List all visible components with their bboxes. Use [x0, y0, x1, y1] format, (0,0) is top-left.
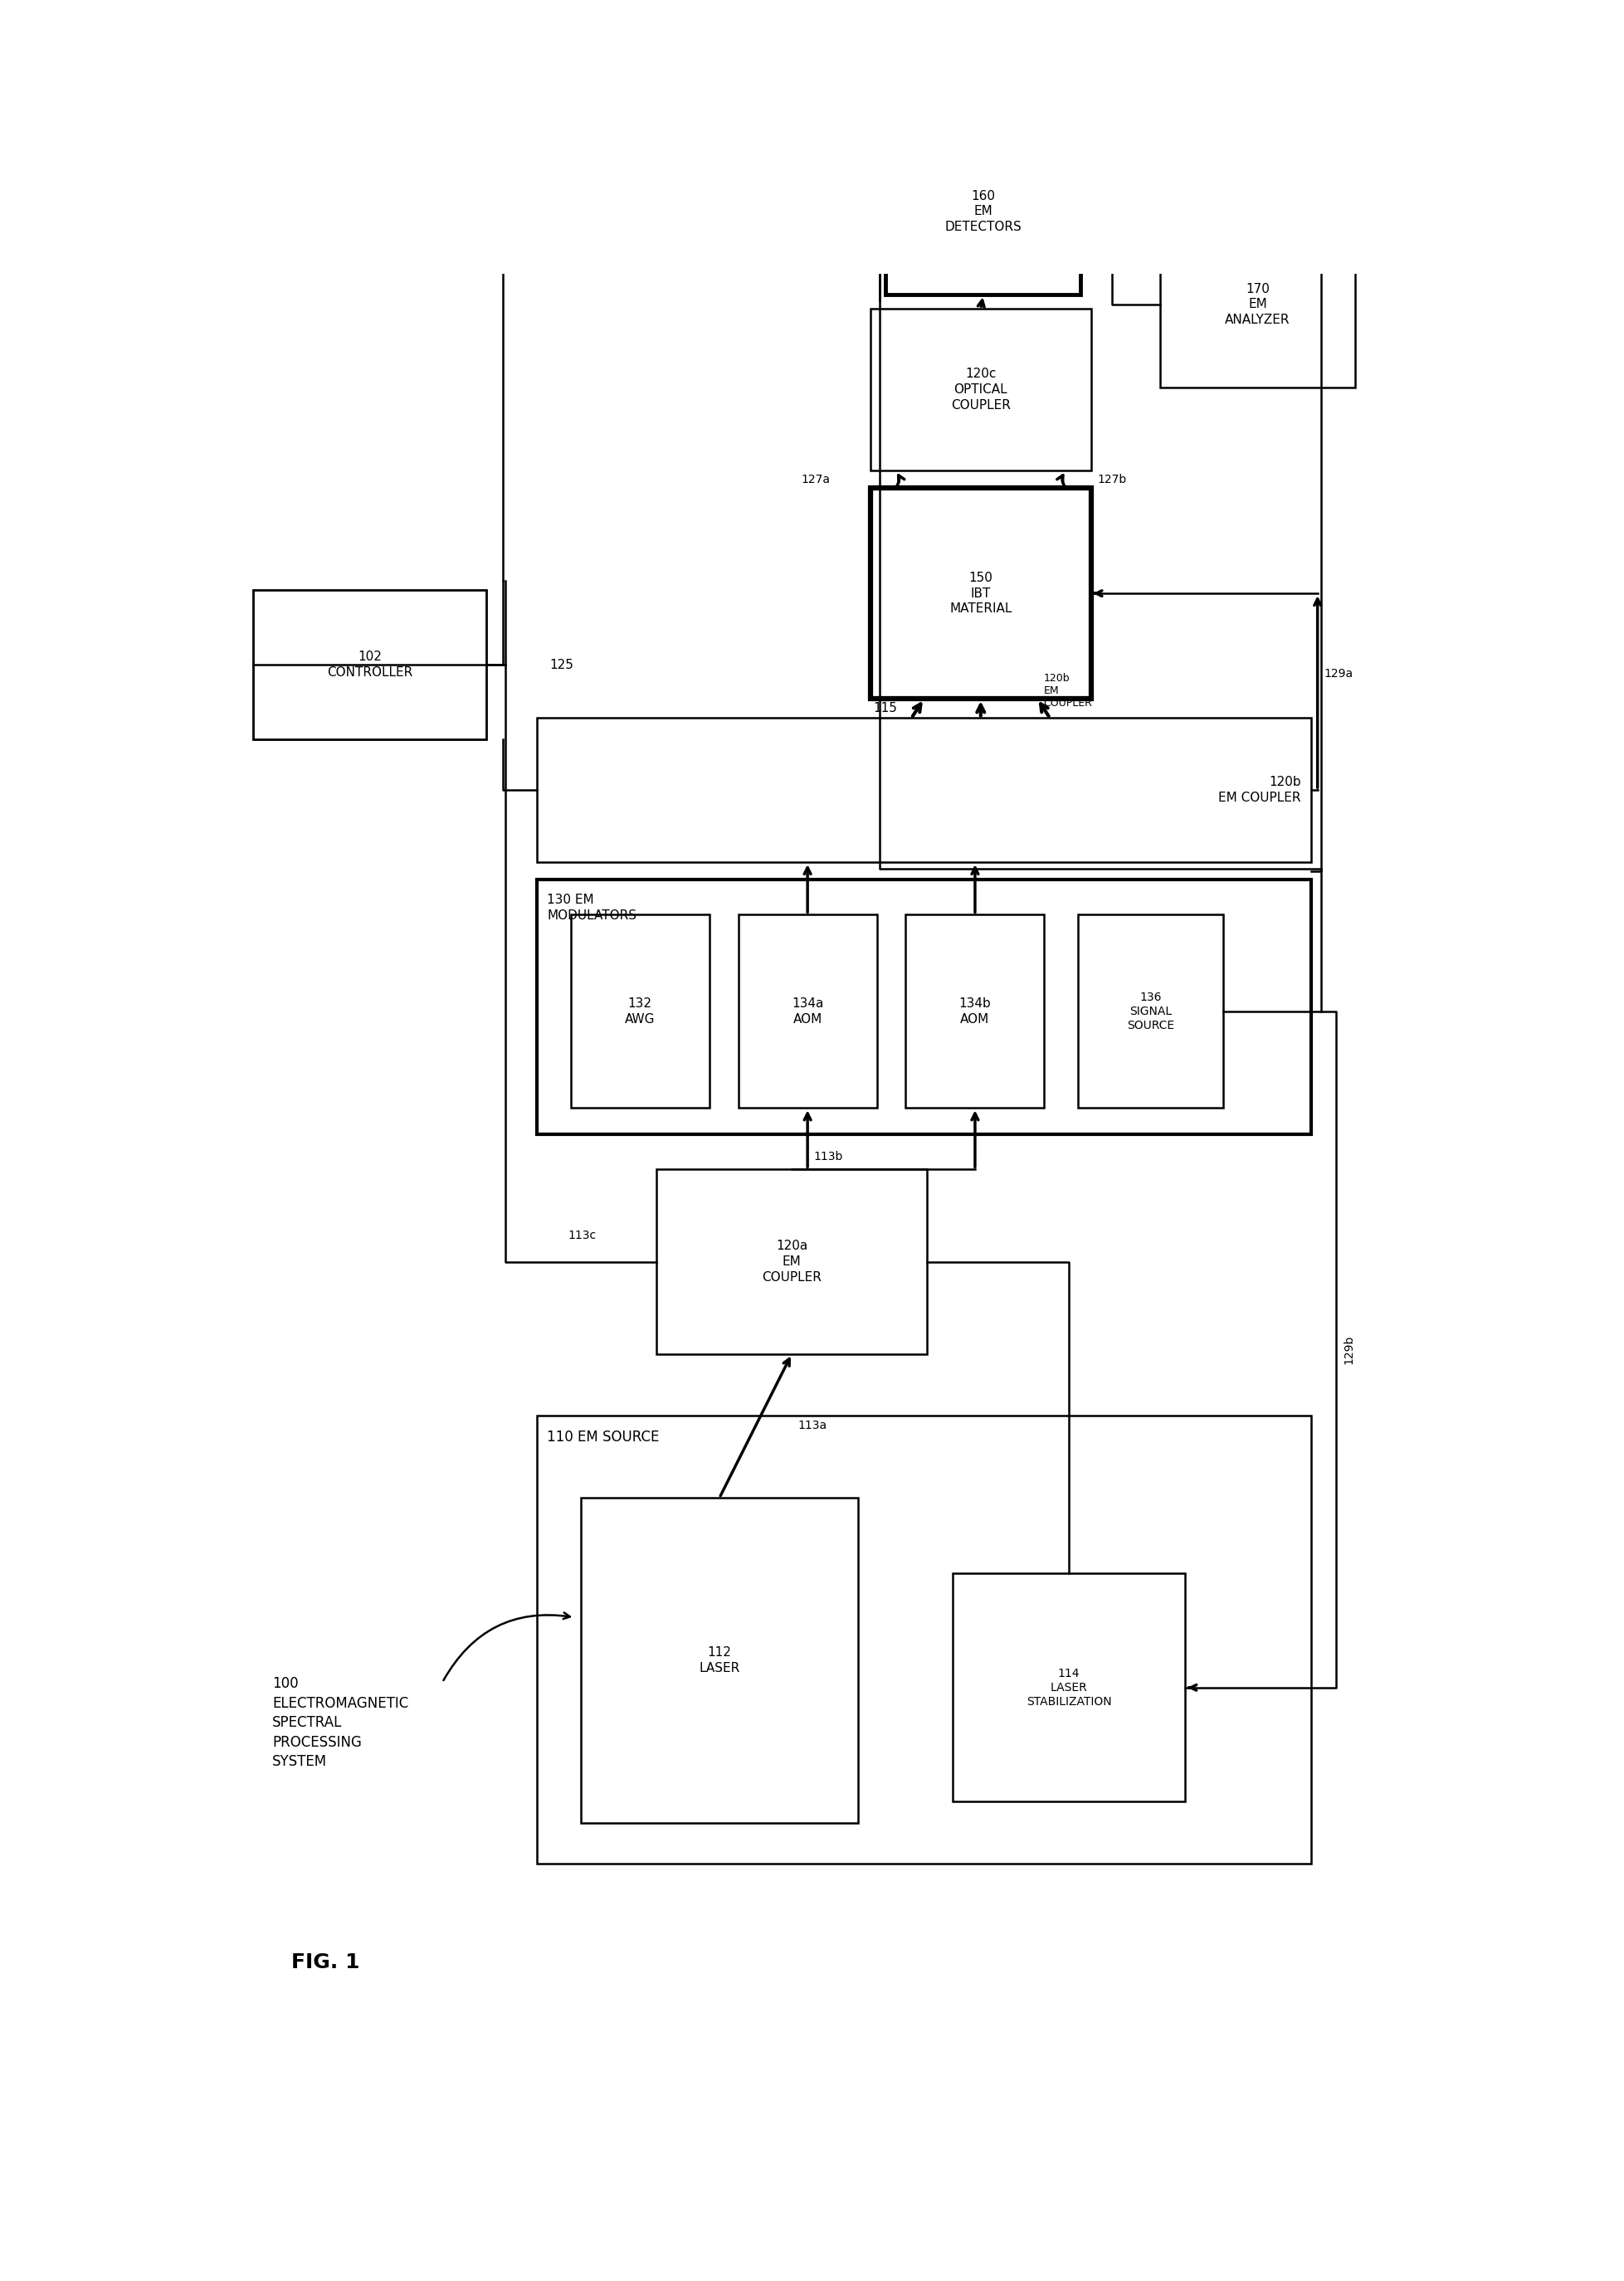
- Text: 120b
EM COUPLER: 120b EM COUPLER: [1218, 776, 1301, 803]
- FancyBboxPatch shape: [737, 915, 877, 1109]
- Text: 134a
AOM: 134a AOM: [791, 997, 823, 1026]
- Text: 125: 125: [549, 659, 573, 671]
- FancyBboxPatch shape: [1078, 915, 1223, 1109]
- Text: 170
EM
ANALYZER: 170 EM ANALYZER: [1224, 283, 1289, 326]
- FancyBboxPatch shape: [870, 308, 1090, 470]
- Text: 120c
OPTICAL
COUPLER: 120c OPTICAL COUPLER: [950, 367, 1010, 411]
- FancyBboxPatch shape: [536, 719, 1311, 862]
- FancyBboxPatch shape: [952, 1574, 1184, 1802]
- FancyBboxPatch shape: [536, 880, 1311, 1134]
- FancyBboxPatch shape: [905, 915, 1044, 1109]
- Text: 102
CONTROLLER: 102 CONTROLLER: [326, 650, 412, 677]
- Text: 113a: 113a: [797, 1421, 827, 1432]
- Text: 110 EM SOURCE: 110 EM SOURCE: [547, 1430, 659, 1444]
- FancyBboxPatch shape: [253, 591, 486, 739]
- Text: 136
SIGNAL
SOURCE: 136 SIGNAL SOURCE: [1127, 992, 1174, 1031]
- FancyBboxPatch shape: [885, 128, 1080, 294]
- Text: 100
ELECTROMAGNETIC
SPECTRAL
PROCESSING
SYSTEM: 100 ELECTROMAGNETIC SPECTRAL PROCESSING …: [273, 1677, 409, 1770]
- Text: FIG. 1: FIG. 1: [291, 1953, 359, 1973]
- Text: 130 EM
MODULATORS: 130 EM MODULATORS: [547, 894, 637, 922]
- Text: 114
LASER
STABILIZATION: 114 LASER STABILIZATION: [1026, 1667, 1111, 1708]
- Text: 134b
AOM: 134b AOM: [958, 997, 991, 1026]
- Text: 150
IBT
MATERIAL: 150 IBT MATERIAL: [948, 573, 1012, 616]
- Text: 112
LASER: 112 LASER: [698, 1647, 739, 1674]
- Text: 160
EM
DETECTORS: 160 EM DETECTORS: [944, 189, 1021, 233]
- Text: 113b: 113b: [814, 1150, 843, 1161]
- Text: 113c: 113c: [568, 1229, 596, 1241]
- Text: 115: 115: [874, 703, 896, 714]
- Text: 120b
EM
COUPLER: 120b EM COUPLER: [1043, 673, 1091, 709]
- Text: 129b: 129b: [1341, 1334, 1354, 1364]
- Text: 129a: 129a: [1324, 668, 1353, 680]
- Text: 120a
EM
COUPLER: 120a EM COUPLER: [762, 1241, 822, 1284]
- FancyBboxPatch shape: [570, 915, 710, 1109]
- FancyBboxPatch shape: [581, 1499, 857, 1823]
- FancyBboxPatch shape: [536, 1414, 1311, 1864]
- Text: 127a: 127a: [801, 474, 830, 486]
- Text: 127b: 127b: [1096, 474, 1125, 486]
- Text: 132
AWG: 132 AWG: [625, 997, 654, 1026]
- FancyBboxPatch shape: [656, 1170, 927, 1355]
- FancyBboxPatch shape: [1160, 221, 1354, 388]
- FancyBboxPatch shape: [870, 488, 1090, 698]
